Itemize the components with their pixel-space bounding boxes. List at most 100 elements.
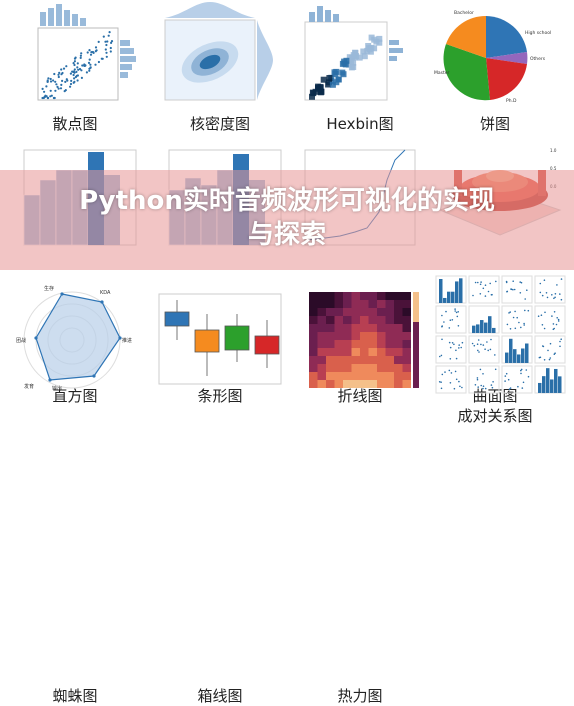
pair-point [453,343,455,346]
scatter-point [64,80,67,83]
pair-point [456,315,459,318]
pair-cell [468,335,500,364]
heatmap-cell [402,380,411,388]
pair-point [521,387,524,389]
scatter-point [97,60,100,64]
heatmap-cell [334,340,343,348]
pair-point [513,288,516,291]
pair-point [517,385,519,388]
pair-point [518,321,520,324]
radar-label-output: 输出 [52,385,62,392]
pair-point [506,323,509,326]
kde-plot [164,2,273,101]
scatter-point [76,79,79,82]
scatter-plot-tile: 散点图 [10,0,140,133]
heatmap-cell [334,332,343,340]
heatmap-cell [351,316,360,324]
pair-hist-bar [542,376,546,394]
scatter-point [57,73,60,76]
pair-point [477,281,479,284]
heatmap-cell [334,372,343,380]
pair-point [523,324,525,326]
pair-point [560,298,563,301]
line-caption: 折线图 [337,387,383,405]
radar-caption: 蜘蛛图 [52,687,98,705]
pair-point [527,375,530,378]
scatter-point [64,89,67,92]
pair-point [509,328,512,330]
pair-point [476,343,479,345]
pair-point [539,282,542,285]
pair-point [527,309,530,312]
pair-cell [501,365,533,394]
hexbin-cell [376,35,383,42]
heatmap-cell [351,380,360,388]
pair-point [544,311,546,314]
heatmap-cell [317,292,326,300]
heatmap-cell [326,324,335,332]
pair-point [512,316,515,319]
scatter-point [79,56,82,60]
scatter-point [89,63,92,66]
pair-point [489,348,492,351]
scatter-point [65,78,68,81]
pair-point [519,281,521,283]
heatmap-cell [309,348,318,356]
scatter-plot [37,4,136,101]
pair-point [537,315,540,317]
scatter-point [104,48,107,51]
pie-label-others: Others [530,56,546,62]
radar-chart-tile: 生存 输出 KDA 团战 发育 推进 蜘蛛图 [10,280,140,705]
pair-hist-bar [513,349,517,363]
heatmap-cell [402,332,411,340]
heatmap-cell [351,356,360,364]
pair-point [455,378,458,381]
pair-point [474,281,477,284]
pie-label-master: Master [434,70,450,76]
pair-point [556,317,558,319]
heatmap-cell [394,308,403,316]
heatmap-cell [326,372,335,380]
pair-point [482,385,485,387]
heatmap-cell [351,364,360,372]
pair-point [510,288,512,290]
pair-point [490,338,492,341]
banner-title-line2: 与探索 [247,220,326,250]
hexbin-cell [309,89,316,96]
scatter-point [88,69,91,72]
heatmap-cell [377,308,386,316]
heatmap-cell [334,316,343,324]
pair-cell [534,365,566,394]
pair-hist-bar [472,325,476,334]
heatmap-cell [343,364,352,372]
pair-point [552,323,555,325]
heatmap-cell [377,340,386,348]
scatter-point [73,71,76,74]
heatmap-cell [385,364,394,372]
scatter-point [105,43,108,47]
scatter-point [109,46,112,50]
heatmap-cell [334,324,343,332]
scatter-point [41,87,44,90]
heatmap-cell [394,372,403,380]
heatmap-cell [326,364,335,372]
scatter-point [88,67,91,70]
heatmap-cell [368,340,377,348]
pair-point [504,375,507,377]
heatmap-cell [351,348,360,356]
pair-point [541,294,544,297]
pair-point [553,327,555,330]
pair-point [487,349,489,352]
pair-point [545,292,548,294]
pair-point [479,368,482,371]
scatter-point [50,94,53,97]
pair-cell [435,335,467,364]
pair-hist-bar [459,278,463,304]
scatter-point [85,71,88,74]
heatmap-cell [402,300,411,308]
pair-caption: 成对关系图 [457,407,533,425]
scatter-point [57,75,60,79]
pair-point [479,293,482,295]
heatmap-cell [309,332,318,340]
pair-hist-bar [558,376,562,393]
